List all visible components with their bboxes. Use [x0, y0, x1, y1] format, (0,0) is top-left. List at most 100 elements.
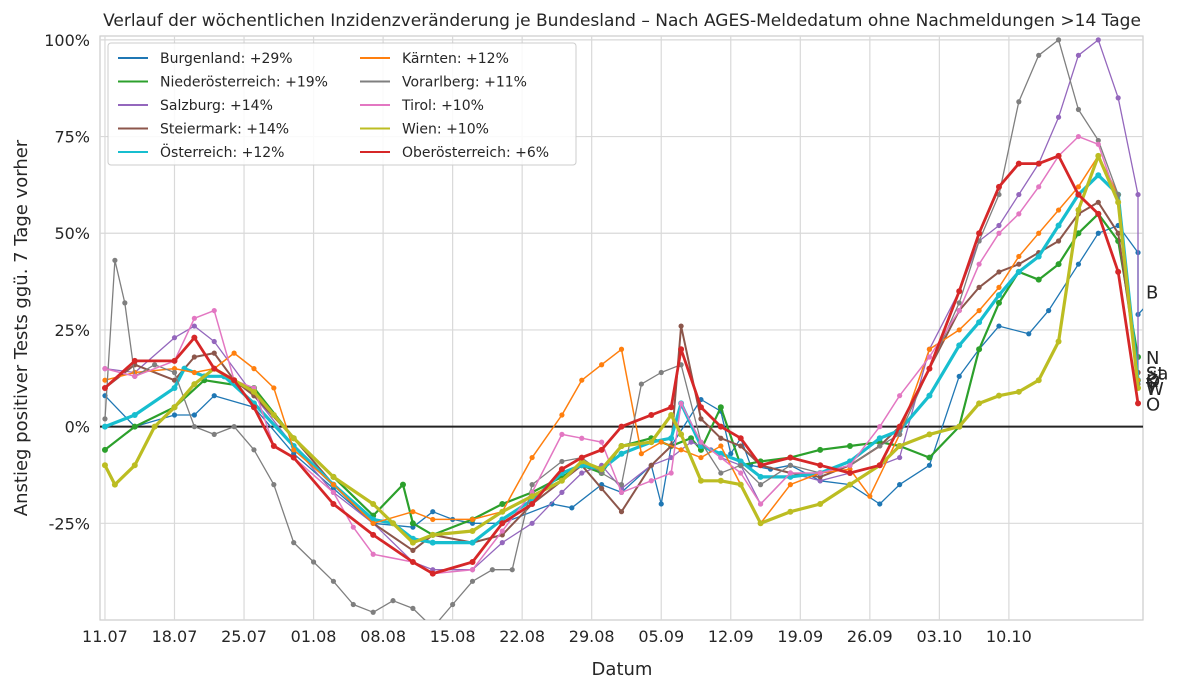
data-point	[450, 601, 456, 608]
data-point	[678, 323, 684, 329]
legend-box	[107, 42, 577, 166]
data-point	[995, 299, 1002, 306]
data-point	[738, 462, 744, 468]
legend-label: Kärnten: +12%	[402, 51, 509, 67]
data-point	[211, 307, 217, 314]
data-point	[529, 482, 535, 488]
data-point	[409, 558, 416, 565]
data-point	[926, 354, 933, 360]
data-point	[171, 412, 178, 418]
data-point	[1016, 261, 1022, 267]
data-point	[897, 431, 903, 437]
data-point	[101, 384, 108, 391]
data-point	[976, 319, 983, 326]
data-point	[410, 605, 416, 611]
x-tick-label: 12.09	[708, 627, 754, 646]
y-tick-label: 75%	[54, 128, 90, 147]
data-point	[1095, 137, 1101, 144]
data-point	[738, 470, 744, 476]
series-10	[101, 152, 1142, 577]
data-point	[191, 381, 198, 388]
data-point	[817, 446, 824, 453]
legend-label: Vorarlberg: +11%	[402, 75, 527, 91]
data-point	[996, 284, 1002, 290]
y-tick-label: 0%	[65, 418, 90, 437]
data-point	[996, 222, 1002, 229]
x-tick-label: 25.07	[221, 627, 267, 646]
data-point	[846, 470, 853, 477]
data-point	[648, 462, 654, 468]
data-point	[1095, 152, 1102, 159]
data-point	[618, 346, 625, 352]
data-point	[112, 257, 118, 263]
data-point	[291, 540, 297, 546]
y-tick-label: -25%	[49, 514, 90, 533]
data-point	[817, 462, 824, 469]
data-point	[757, 501, 764, 507]
data-point	[270, 442, 277, 449]
series-end-label: B	[1146, 282, 1158, 303]
data-point	[737, 435, 744, 442]
data-point	[529, 454, 535, 461]
data-point	[1055, 238, 1062, 244]
data-point	[1095, 230, 1101, 236]
series-line	[103, 154, 1140, 545]
data-point	[1135, 400, 1142, 407]
data-point	[499, 540, 505, 546]
data-point	[569, 505, 575, 511]
data-point	[757, 482, 764, 488]
data-point	[668, 404, 675, 411]
x-axis-ticks: 11.07 18.07 25.07 01.08 08.08 15.08 22.08 29.08…	[82, 627, 1032, 646]
data-point	[1036, 184, 1042, 190]
data-point	[191, 354, 197, 360]
data-point	[191, 369, 197, 376]
series-end-label: N	[1146, 348, 1159, 369]
data-point	[370, 609, 376, 615]
data-point	[1115, 95, 1121, 101]
data-point	[817, 470, 823, 476]
data-point	[678, 400, 684, 407]
data-point	[191, 424, 197, 430]
data-point	[757, 462, 764, 469]
data-point	[717, 423, 724, 430]
legend-label: Steiermark: +14%	[160, 122, 289, 138]
data-point	[1115, 268, 1122, 275]
data-point	[559, 412, 565, 418]
data-point	[231, 377, 238, 384]
data-point	[102, 416, 108, 422]
data-point	[976, 230, 983, 237]
data-point	[211, 350, 217, 356]
data-point	[1115, 230, 1121, 236]
data-point	[131, 357, 138, 364]
data-point	[330, 578, 337, 584]
series-end-label: Sa	[1146, 363, 1168, 384]
data-point	[896, 423, 903, 430]
data-point	[1135, 191, 1141, 198]
data-point	[1016, 191, 1022, 198]
x-tick-label: 26.09	[847, 627, 893, 646]
y-tick-label: 100%	[44, 31, 90, 50]
data-point	[489, 567, 495, 573]
data-point	[390, 598, 396, 604]
data-point	[270, 412, 277, 419]
x-tick-label: 19.09	[777, 627, 823, 646]
data-point	[618, 442, 625, 449]
x-tick-label: 22.08	[499, 627, 545, 646]
data-point	[926, 346, 933, 352]
series-end-label: T	[1145, 379, 1158, 400]
x-tick-label: 18.07	[152, 627, 198, 646]
data-point	[717, 404, 724, 411]
data-point	[618, 450, 625, 457]
y-axis-label: Anstieg positiver Tests ggü. 7 Tage vorh…	[11, 139, 32, 516]
data-point	[757, 520, 764, 527]
data-point	[926, 462, 933, 468]
data-point	[847, 462, 853, 468]
data-point	[529, 500, 536, 507]
data-point	[469, 578, 476, 584]
data-point	[876, 462, 883, 469]
data-point	[559, 458, 565, 465]
data-point	[1035, 253, 1042, 260]
data-point	[370, 551, 376, 557]
data-point	[469, 528, 476, 535]
